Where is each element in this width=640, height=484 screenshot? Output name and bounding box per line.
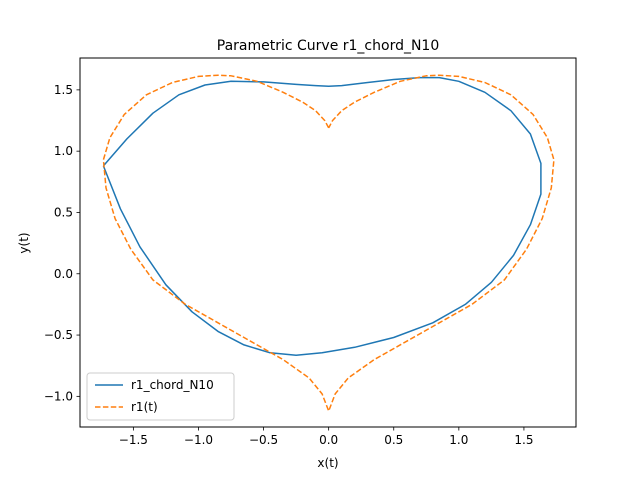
x-axis-label: x(t) (317, 456, 338, 470)
legend-label-r1-t: r1(t) (131, 400, 158, 414)
plot-lines (102, 74, 555, 412)
series-line-r1-t (102, 74, 555, 412)
y-tick-label: 1.5 (54, 83, 73, 97)
y-tick-label: −1.0 (44, 389, 73, 403)
series-line-r1-chord-n10 (102, 76, 542, 357)
x-tick-label: −0.5 (249, 433, 278, 447)
y-axis-label: y(t) (17, 232, 31, 253)
x-tick-label: −1.0 (184, 433, 213, 447)
y-tick-label: −0.5 (44, 328, 73, 342)
x-tick-label: 0.5 (384, 433, 403, 447)
y-axis: −1.0 −0.5 0.0 0.5 1.0 1.5 (44, 83, 80, 403)
plot-frame (79, 57, 577, 428)
x-tick-label: 0.0 (319, 433, 338, 447)
legend: r1_chord_N10 r1(t) (86, 372, 235, 421)
x-tick-label: 1.0 (449, 433, 468, 447)
y-tick-label: 1.0 (54, 144, 73, 158)
chart-title: Parametric Curve r1_chord_N10 (217, 38, 440, 54)
y-tick-label: 0.5 (54, 205, 73, 219)
x-axis: −1.5 −1.0 −0.5 0.0 0.5 1.0 1.5 (119, 427, 533, 447)
y-tick-label: 0.0 (54, 267, 73, 281)
legend-label-r1-chord-n10: r1_chord_N10 (131, 378, 214, 392)
x-tick-label: 1.5 (514, 433, 533, 447)
x-tick-label: −1.5 (119, 433, 148, 447)
legend-box (86, 372, 235, 421)
